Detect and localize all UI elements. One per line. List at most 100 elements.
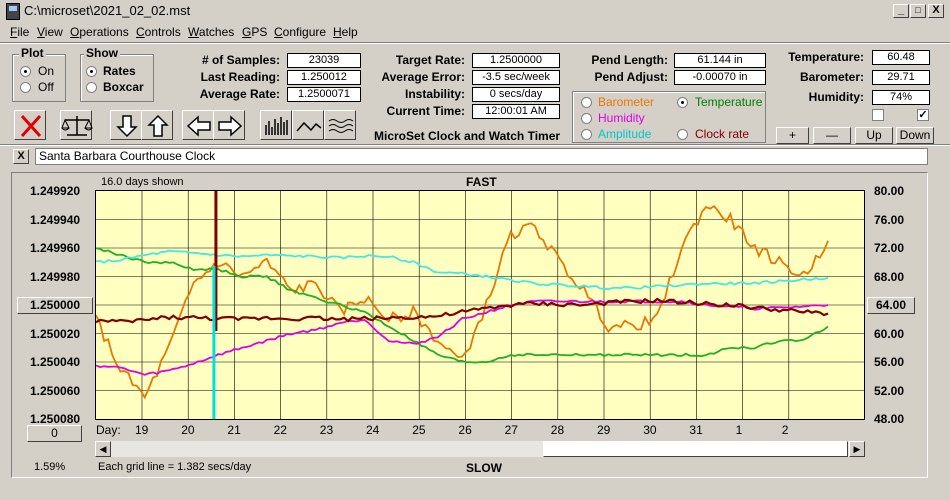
y-left-tick: 1.249980 bbox=[30, 270, 81, 284]
sensor-center-button[interactable]: 64.00 bbox=[867, 297, 915, 314]
env-check-1[interactable] bbox=[872, 109, 884, 121]
app-label: MicroSet Clock and Watch Timer bbox=[374, 129, 561, 143]
sensor-clockrate-radio[interactable] bbox=[677, 129, 688, 140]
env-up-button[interactable]: Up bbox=[855, 127, 893, 144]
average-rate-field: 1.2500071 bbox=[287, 87, 361, 102]
right-arrow-button[interactable] bbox=[213, 110, 245, 140]
plot-area[interactable] bbox=[95, 190, 865, 420]
average-error-field: -3.5 sec/week bbox=[472, 70, 560, 85]
sensor-humidity-label: Humidity bbox=[598, 111, 645, 125]
average-rate-label: Average Rate: bbox=[199, 87, 280, 101]
clock-name-close-button[interactable]: X bbox=[13, 149, 29, 164]
scroll-right-arrow[interactable]: ▶ bbox=[849, 441, 865, 457]
menu-operations[interactable]: Operations bbox=[70, 25, 129, 39]
title-bar: C:\microset\2021_02_02.mst _ □ X bbox=[0, 0, 950, 22]
arrow-down-icon bbox=[116, 115, 138, 138]
toolbar-separator bbox=[0, 144, 950, 146]
percent-label: 1.59% bbox=[34, 461, 66, 473]
zero-button[interactable]: 0 bbox=[27, 425, 82, 442]
stop-button[interactable] bbox=[14, 110, 46, 140]
x-icon bbox=[20, 114, 42, 138]
series-temperature bbox=[96, 247, 829, 364]
env-down-button[interactable]: Down bbox=[896, 127, 934, 144]
rate-center-button[interactable]: 1.250000 bbox=[17, 297, 93, 314]
y-right-tick: 72.00 bbox=[874, 241, 905, 255]
show-rates-label: Rates bbox=[103, 64, 136, 78]
menu-view[interactable]: View bbox=[37, 25, 63, 39]
clock-name-field[interactable]: Santa Barbara Courthouse Clock bbox=[35, 148, 928, 165]
humidity-label: Humidity: bbox=[808, 90, 864, 104]
samples-label: # of Samples: bbox=[201, 53, 280, 67]
bars-view-button[interactable] bbox=[260, 110, 292, 140]
y-left-tick: 1.249960 bbox=[30, 241, 81, 255]
env-check-2[interactable]: ✓ bbox=[917, 109, 929, 121]
minimize-button[interactable]: _ bbox=[893, 4, 909, 18]
sensor-humidity-radio[interactable] bbox=[581, 113, 592, 124]
barometer-label: Barometer: bbox=[799, 70, 864, 84]
chart-svg bbox=[96, 191, 864, 419]
show-rates-radio[interactable] bbox=[86, 66, 97, 77]
plot-off-radio[interactable] bbox=[20, 82, 31, 93]
down-arrow-button[interactable] bbox=[110, 110, 142, 140]
line-view-button[interactable] bbox=[292, 110, 324, 140]
x-tick-label: 30 bbox=[643, 423, 657, 437]
pend-length-field[interactable]: 61.144 in bbox=[674, 53, 766, 68]
y-right-tick: 60.00 bbox=[874, 327, 905, 341]
menu-configure[interactable]: Configure bbox=[274, 25, 327, 39]
sensor-barometer-radio[interactable] bbox=[581, 97, 592, 108]
env-minus-button[interactable]: — bbox=[813, 127, 851, 144]
maximize-button[interactable]: □ bbox=[910, 4, 926, 18]
arrow-right-icon bbox=[218, 115, 243, 137]
target-rate-field[interactable]: 1.2500000 bbox=[472, 53, 560, 68]
barometer-field: 29.71 bbox=[872, 70, 930, 85]
scroll-thumb[interactable] bbox=[543, 441, 848, 457]
y-right-tick: 76.00 bbox=[874, 213, 905, 227]
menu-gps[interactable]: GPS bbox=[242, 25, 268, 39]
temperature-field: 60.48 bbox=[872, 50, 930, 65]
humidity-field: 74% bbox=[872, 90, 930, 105]
y-left-tick: 1.249940 bbox=[30, 213, 81, 227]
balance-button[interactable] bbox=[60, 110, 93, 140]
show-boxcar-label: Boxcar bbox=[103, 80, 144, 94]
sensor-select-box bbox=[572, 91, 766, 143]
x-tick-label: 1 bbox=[735, 423, 743, 437]
up-arrow-button[interactable] bbox=[141, 110, 173, 140]
menu-help[interactable]: Help bbox=[333, 25, 358, 39]
samples-field: 23039 bbox=[287, 53, 361, 68]
instability-label: Instability: bbox=[404, 87, 465, 101]
menu-separator bbox=[0, 42, 950, 44]
x-tick-label: 28 bbox=[550, 423, 565, 437]
y-right-tick: 80.00 bbox=[874, 184, 905, 198]
x-tick-label: 22 bbox=[273, 423, 287, 437]
horizontal-scrollbar[interactable]: ◀ ▶ bbox=[95, 441, 865, 457]
last-reading-label: Last Reading: bbox=[200, 70, 280, 84]
menu-watches[interactable]: Watches bbox=[188, 25, 235, 39]
x-tick-label: 2 bbox=[781, 423, 789, 437]
pend-length-label: Pend Length: bbox=[591, 53, 668, 67]
series-barometer bbox=[96, 205, 829, 400]
x-tick-label: 24 bbox=[366, 423, 380, 437]
show-boxcar-radio[interactable] bbox=[86, 82, 97, 93]
plot-group-label: Plot bbox=[19, 46, 46, 60]
wave-view-button[interactable] bbox=[324, 110, 356, 140]
slow-label: SLOW bbox=[466, 461, 502, 475]
x-tick-label: 27 bbox=[504, 423, 518, 437]
y-left-tick: 1.250060 bbox=[30, 384, 81, 398]
y-left-tick: 1.250020 bbox=[30, 327, 81, 341]
app-icon[interactable] bbox=[6, 3, 20, 20]
target-rate-label: Target Rate: bbox=[395, 53, 465, 67]
menu-controls[interactable]: Controls bbox=[136, 25, 181, 39]
x-tick-label: 26 bbox=[458, 423, 472, 437]
close-button[interactable]: X bbox=[928, 4, 944, 18]
plot-on-radio[interactable] bbox=[20, 66, 31, 77]
left-arrow-button[interactable] bbox=[182, 110, 214, 140]
graph-panel bbox=[11, 172, 928, 478]
sensor-temperature-radio[interactable] bbox=[677, 97, 688, 108]
show-group-label: Show bbox=[84, 46, 120, 60]
grid-note: Each grid line = 1.382 secs/day bbox=[98, 461, 252, 473]
menu-file[interactable]: File bbox=[10, 25, 30, 39]
scroll-left-arrow[interactable]: ◀ bbox=[95, 441, 111, 457]
last-reading-field: 1.250012 bbox=[287, 70, 361, 85]
sensor-amplitude-radio[interactable] bbox=[581, 129, 592, 140]
env-plus-button[interactable]: + bbox=[776, 127, 809, 144]
